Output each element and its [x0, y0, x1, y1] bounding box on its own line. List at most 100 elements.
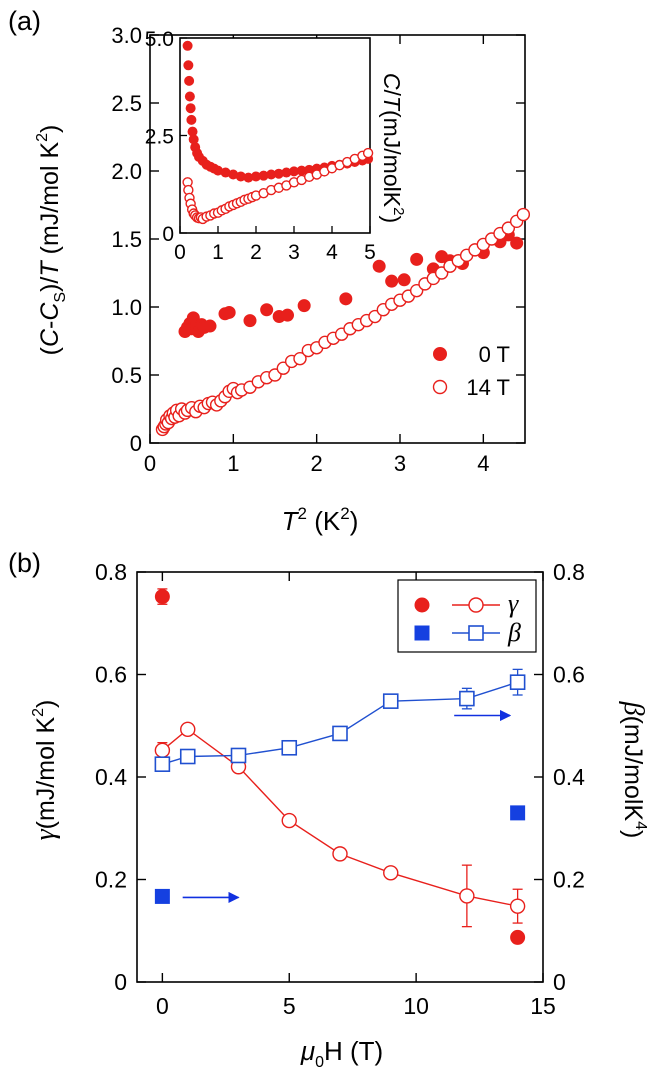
- inset-x-tick-label: 0: [174, 241, 186, 264]
- data-point-0T: [260, 303, 274, 317]
- y-axis-label-left-b: γ(mJ/mol K2): [30, 700, 61, 841]
- y-tick-label-left-b: 0.6: [95, 662, 127, 688]
- inset-data-point-0T: [184, 75, 195, 86]
- data-point-γ: [332, 846, 348, 862]
- y-tick-label-right-b: 0.6: [553, 662, 585, 688]
- inset-y-tick-label: 2.5: [145, 126, 174, 149]
- panel-a-chart: (a)0 1 2 3 400.51.01.52.02.53.0T2 (K2)(C-CS)…: [8, 6, 531, 536]
- inset-data-point-14T: [362, 147, 374, 159]
- data-point-β: [179, 748, 196, 765]
- data-point-14T: [293, 351, 307, 366]
- legend-marker-a: [432, 379, 448, 395]
- data-point-0T: [385, 274, 399, 288]
- y-tick-label-a: 0.5: [111, 363, 142, 388]
- data-point-0T: [372, 259, 386, 273]
- panel-label-a: (a): [8, 6, 41, 36]
- legend-label-a: 14 T: [466, 375, 510, 400]
- data-point-0T: [510, 236, 524, 250]
- x-tick-label-a: 0: [144, 451, 156, 476]
- inset-data-point-0T: [186, 114, 197, 125]
- data-point-14T: [516, 207, 531, 222]
- y-tick-label-a: 1.0: [111, 295, 142, 320]
- inset-y-tick-label: 0: [162, 223, 174, 246]
- x-tick-label-a: 1: [227, 451, 239, 476]
- inset-y-tick-label: 5.0: [145, 28, 174, 51]
- x-tick-label-a: 4: [477, 451, 489, 476]
- data-point-γ: [383, 865, 399, 881]
- legend-marker-a: [433, 347, 447, 361]
- y-tick-label-left-b: 0.2: [95, 867, 127, 893]
- legend-marker-beta-filled: [414, 625, 430, 641]
- x-tick-label-b: 0: [156, 993, 169, 1019]
- inset-frame: [179, 37, 371, 234]
- data-point-γ-filled: [510, 929, 526, 945]
- inset-data-point-0T: [182, 40, 193, 51]
- inset-data-point-0T: [183, 60, 194, 71]
- data-point-β: [509, 674, 526, 690]
- legend-label-gamma: γ: [508, 589, 519, 618]
- y-tick-label-a: 1.5: [111, 227, 142, 252]
- data-point-0T: [339, 292, 353, 306]
- data-point-β: [459, 690, 475, 707]
- series-line-beta: [162, 681, 518, 765]
- inset-x-tick-label: 1: [212, 241, 224, 264]
- panel-label-b: (b): [8, 548, 41, 578]
- x-tick-label-b: 5: [283, 993, 296, 1019]
- x-tick-label-a: 2: [311, 451, 323, 476]
- y-tick-label-right-b: 0.2: [553, 867, 585, 893]
- data-point-β: [281, 739, 298, 756]
- x-tick-label-b: 10: [403, 993, 429, 1019]
- inset-data-point-0T: [184, 91, 195, 102]
- y-tick-label-a: 3.0: [111, 23, 142, 48]
- legend-label-a: 0 T: [479, 342, 510, 367]
- inset-y-axis-label: C/T(mJ/molK2): [379, 73, 407, 223]
- data-point-0T: [243, 314, 257, 328]
- legend-marker-gamma-filled: [414, 597, 430, 613]
- inset-x-tick-label: 4: [326, 241, 338, 264]
- legend-label-beta: β: [507, 618, 521, 647]
- data-point-γ: [459, 888, 475, 904]
- inset-x-tick-label: 5: [364, 241, 376, 264]
- inset-data-point-0T: [185, 103, 196, 114]
- y-tick-label-left-b: 0: [114, 969, 127, 995]
- inset-x-tick-label: 3: [288, 241, 300, 264]
- y-tick-label-right-b: 0: [553, 969, 566, 995]
- data-point-β: [382, 693, 399, 709]
- data-point-γ: [180, 721, 196, 738]
- data-point-β: [154, 756, 171, 772]
- data-point-β: [332, 725, 348, 742]
- y-tick-label-a: 0: [130, 431, 142, 456]
- y-tick-label-a: 2.5: [111, 91, 142, 116]
- data-point-0T: [297, 299, 311, 313]
- data-point-γ: [509, 898, 526, 914]
- x-axis-label-a: T2 (K2): [282, 504, 359, 536]
- data-point-γ: [154, 742, 171, 759]
- series-line-gamma: [161, 728, 518, 907]
- data-point-0T: [222, 305, 236, 319]
- data-point-β-filled: [154, 888, 170, 904]
- x-tick-label-b: 15: [530, 993, 556, 1019]
- data-point-0T: [203, 319, 217, 333]
- y-tick-label-left-b: 0.8: [95, 559, 127, 585]
- y-tick-label-right-b: 0.8: [553, 559, 585, 585]
- y-tick-label-left-b: 0.4: [95, 764, 127, 790]
- data-point-0T: [410, 252, 424, 266]
- inset-x-tick-label: 2: [250, 241, 262, 264]
- x-tick-label-a: 3: [394, 451, 406, 476]
- data-point-β-filled: [510, 805, 526, 821]
- legend-marker-gamma-open: [468, 597, 484, 613]
- legend-marker-beta-open: [468, 625, 484, 641]
- data-point-0T: [281, 308, 294, 322]
- y-tick-label-right-b: 0.4: [553, 764, 585, 790]
- data-point-γ: [281, 812, 297, 829]
- panel-a-inset-chart: 0 1 2 3 4 5 0 2.5 5.0 C/T(mJ/molK2): [145, 28, 407, 264]
- data-point-γ-filled: [154, 589, 170, 605]
- y-axis-label-right-b: β(mJ/molK4): [618, 701, 649, 839]
- x-axis-label-b: μ0H (T): [300, 1036, 383, 1071]
- data-point-0T: [397, 273, 411, 287]
- y-axis-label-a: (C-CS)/T (mJ/mol K2): [34, 125, 69, 356]
- y-tick-label-a: 2.0: [111, 159, 142, 184]
- data-point-β: [230, 747, 247, 764]
